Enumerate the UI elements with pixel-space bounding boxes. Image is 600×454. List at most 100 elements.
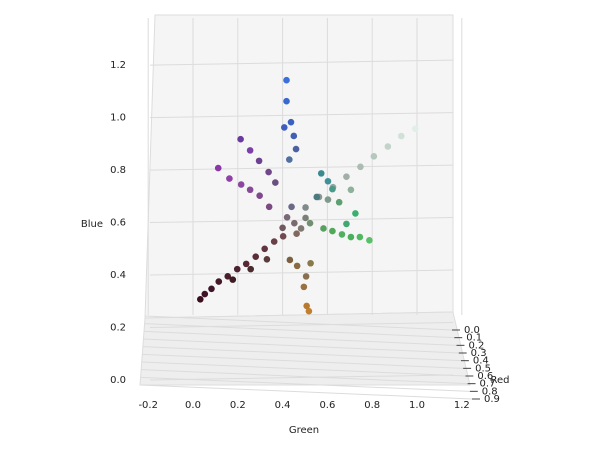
point	[286, 256, 294, 264]
point	[256, 192, 263, 199]
y-tick-label: 0.4	[110, 270, 126, 281]
z-tick-label: 0.9	[484, 394, 500, 405]
point	[237, 135, 244, 143]
point	[246, 147, 254, 154]
point	[329, 227, 336, 235]
point	[196, 295, 204, 303]
grid-line	[141, 369, 468, 385]
point	[302, 273, 310, 280]
point	[335, 198, 343, 206]
x-tick-label: 0.4	[275, 400, 291, 411]
point	[252, 253, 260, 260]
grid-line	[143, 330, 457, 346]
point	[357, 163, 364, 171]
point	[229, 276, 237, 283]
point	[265, 168, 272, 176]
z-tick-label: 0.5	[475, 363, 491, 374]
point	[214, 164, 222, 172]
point	[329, 185, 336, 193]
x-tick-label: 0.8	[364, 400, 380, 411]
point	[246, 186, 254, 194]
point	[347, 233, 355, 241]
point	[352, 210, 359, 217]
point	[283, 76, 290, 84]
z-tick-label: 0.0	[464, 325, 480, 336]
point	[255, 157, 263, 165]
z-tick-label: 0.2	[468, 340, 484, 351]
point	[297, 225, 305, 232]
grid-line	[149, 112, 454, 119]
x-tick-label: 0.2	[230, 400, 246, 411]
grid-line	[149, 374, 454, 381]
point	[280, 124, 288, 131]
point	[272, 179, 279, 186]
point	[398, 132, 405, 140]
point	[293, 230, 300, 238]
point	[261, 245, 268, 253]
point	[303, 302, 310, 310]
z-tick-label: 0.4	[473, 356, 489, 367]
point	[201, 290, 209, 298]
grid-line	[149, 164, 454, 171]
z-axis-label: Red	[491, 375, 510, 386]
point	[343, 220, 350, 228]
point	[291, 219, 298, 227]
point	[293, 262, 301, 270]
y-axis-label: Blue	[81, 219, 103, 230]
point	[307, 259, 314, 267]
point	[233, 265, 241, 273]
y-tick-label: 1.2	[110, 60, 126, 71]
point	[306, 219, 314, 227]
point	[288, 203, 295, 211]
point	[317, 170, 325, 177]
point	[302, 204, 309, 211]
point	[370, 153, 378, 160]
point	[286, 156, 293, 163]
grid-line	[141, 361, 466, 377]
point	[324, 177, 332, 185]
y-tick-label: 0.6	[110, 218, 126, 229]
point	[302, 214, 309, 222]
x-tick-label: 0.0	[185, 400, 201, 411]
grid-line	[142, 353, 464, 369]
point	[290, 132, 298, 140]
point	[242, 260, 250, 268]
grid-line	[149, 217, 454, 224]
point	[356, 233, 364, 241]
x-axis-label: Green	[289, 425, 319, 436]
z-tick-label: 0.6	[477, 371, 493, 382]
point	[411, 125, 419, 133]
x-tick-label: -0.2	[138, 400, 158, 411]
z-tick-label: 0.7	[480, 379, 496, 390]
point	[366, 237, 373, 244]
point	[343, 173, 350, 180]
y-tick-label: 0.8	[110, 165, 126, 176]
grid-line	[144, 315, 453, 331]
point	[384, 143, 392, 150]
point	[287, 118, 295, 126]
point	[279, 233, 287, 240]
y-tick-label: 0.0	[110, 375, 126, 386]
point	[283, 97, 290, 105]
y-tick-label: 1.0	[110, 113, 126, 124]
point	[283, 214, 291, 221]
z-tick-label: 0.8	[482, 386, 498, 397]
grid-line	[149, 59, 454, 66]
point	[305, 307, 313, 315]
point	[226, 175, 233, 182]
z-tick-label: 0.3	[471, 348, 487, 359]
y-tick-label: 0.2	[110, 323, 126, 334]
grid-line	[139, 384, 473, 400]
grid-line	[143, 338, 459, 354]
z-tick-label: 0.1	[466, 333, 482, 344]
floor-pane	[139, 311, 471, 386]
point	[237, 181, 245, 188]
point	[292, 145, 300, 153]
grid-line	[144, 323, 455, 339]
point	[263, 255, 271, 263]
point	[247, 265, 254, 273]
point	[265, 203, 273, 211]
point	[208, 285, 215, 293]
grid-line	[140, 376, 470, 392]
